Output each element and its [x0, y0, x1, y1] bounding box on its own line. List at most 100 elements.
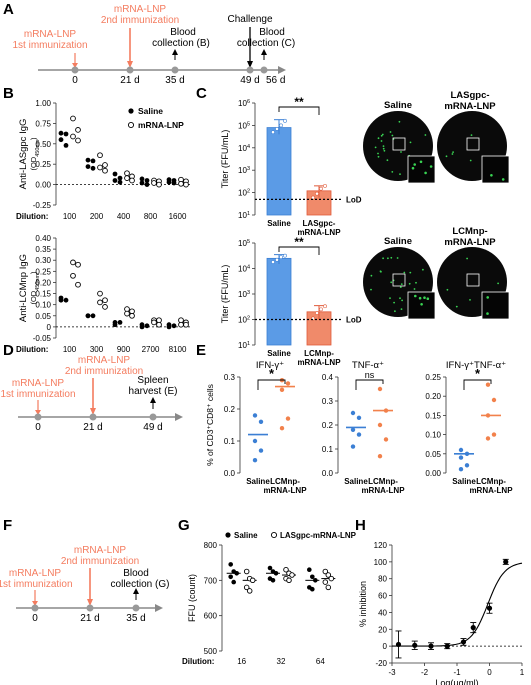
E1-point: [279, 426, 285, 431]
C-bot-category-label: LCMnp-: [304, 349, 334, 358]
B-top-dilution-label: Dilution:: [16, 212, 48, 221]
B-bot-point-mrnalnp: [97, 290, 103, 297]
micro-focus: [394, 310, 396, 313]
micro-focus: [382, 147, 385, 150]
timeline-f-first-imm-1: mRNA-LNP: [9, 568, 62, 579]
B-bot-point-saline: [58, 297, 64, 303]
G-point: [228, 574, 233, 580]
B-top-y-tick-label: -0.25: [33, 201, 52, 210]
C-top-point: [271, 130, 275, 135]
micro-focus: [400, 151, 402, 153]
H-y-tick-label: 0: [383, 642, 388, 651]
micro-bot-right-label-2: mRNA-LNP: [444, 237, 496, 248]
B-top-legend-marker-lnp: [127, 121, 135, 129]
timeline-a: 0 21 d 35 d 49 d 56 d mRNA-LNP 1st immun…: [12, 4, 295, 86]
micro-inset: [481, 291, 510, 320]
timeline-f-second-imm-1: mRNA-LNP: [74, 545, 127, 556]
C-top-point: [283, 118, 287, 123]
timeline-d-tick-0: 0: [35, 422, 41, 433]
B-top-ylabel: Anti-LASgpc IgG: [18, 119, 29, 190]
C-top-point: [319, 186, 323, 191]
B-bot-category-label: 2700: [142, 345, 160, 354]
H-x-tick-label: -1: [453, 668, 461, 677]
C-bot-point: [283, 253, 287, 258]
B-top-point-saline: [112, 178, 118, 183]
B-top-point-mrnalnp: [70, 115, 76, 122]
micro-focus: [401, 299, 403, 302]
micro-focus: [393, 301, 395, 304]
micro-focus: [445, 155, 448, 158]
micro-top-right-label-2: mRNA-LNP: [444, 101, 496, 112]
E3-point: [458, 467, 464, 472]
E1-point: [279, 387, 285, 392]
C-top-y-tick-label: 105: [238, 121, 250, 130]
E2-point: [377, 422, 383, 428]
timeline-a-blood-c-2: collection (C): [237, 38, 295, 49]
B-bot-point-saline: [171, 323, 177, 329]
E3-point: [491, 432, 497, 437]
chart-C-top: 101 102 103 104 105 106 Titer (FFU/mL) Saline LA…: [220, 95, 362, 237]
C-bot-ylabel: Titer (FFU/mL): [220, 265, 230, 324]
E1-ylabel: % of CD3⁺CD8⁺ cells: [205, 384, 215, 466]
C-bot-y-tick-label: 102: [238, 316, 250, 325]
micro-top-left-label: Saline: [384, 100, 412, 111]
C-bot-point: [323, 304, 327, 309]
panel-letter-a: A: [3, 1, 14, 18]
C-bot-y-tick-label: 103: [238, 290, 250, 299]
B-bot-point-saline: [63, 297, 69, 303]
B-bot-point-saline: [139, 324, 145, 330]
micro-focus: [413, 288, 416, 290]
micro-focus: [466, 257, 468, 260]
B-bot-point-mrnalnp: [75, 261, 81, 268]
timeline-a-blood-b-2: collection (B): [152, 38, 210, 49]
timeline-f-tick-2: 35 d: [126, 613, 145, 624]
B-top-point-saline: [85, 164, 91, 170]
chart-B-bot: 0.40 0.35 0.30 0.25 0.20 0.15 0.10 0.05 0 -0.05 An…: [16, 234, 191, 354]
H-point: [503, 559, 509, 565]
B-top-point-saline: [90, 165, 96, 171]
micro-focus: [446, 288, 449, 291]
micro-focus: [409, 141, 412, 144]
G-category-label: 64: [316, 657, 325, 666]
C-top-point: [315, 191, 319, 196]
B-bot-category-label: 8100: [169, 345, 187, 354]
micro-focus: [409, 271, 412, 274]
timeline-f: 0 21 d 35 d mRNA-LNP 1st immunization mR…: [0, 545, 169, 624]
E1-point: [252, 458, 258, 463]
C-bot-bar: [266, 257, 292, 346]
micro-focus: [452, 151, 454, 154]
G-point: [310, 586, 315, 592]
E2-y-tick-label: 0.2: [322, 421, 334, 430]
micro-focus: [469, 299, 471, 301]
timeline-a-first-imm-1: mRNA-LNP: [24, 29, 77, 40]
B-top-point-mrnalnp: [97, 152, 103, 159]
micro-top-right-label-1: LASgpc-: [450, 90, 489, 101]
timeline-a-tick-0: 0: [72, 75, 78, 86]
B-top-point-mrnalnp: [151, 180, 157, 186]
timeline-d-harvest-1: Spleen: [137, 375, 168, 386]
micro-roi-box: [392, 137, 406, 151]
H-y-tick-label: 80: [378, 575, 387, 584]
B-bot-point-saline: [112, 322, 118, 328]
micro-focus: [381, 133, 384, 136]
E1-sig-bracket: [257, 379, 286, 390]
B-top-point-saline: [139, 176, 145, 182]
C-top-sig-label: **: [294, 95, 304, 109]
E2-sig-bracket: [355, 379, 384, 390]
micro-focus: [424, 134, 427, 136]
micro-inset-focus: [423, 296, 426, 300]
H-y-tick-label: 120: [374, 541, 388, 550]
B-bot-point-mrnalnp: [151, 319, 157, 326]
C-bot-y-tick-label: 105: [238, 239, 250, 248]
E3-point: [464, 463, 470, 468]
E3-point: [458, 455, 464, 460]
micro-focus: [396, 257, 399, 259]
micro-focus: [380, 140, 383, 142]
E3-y-tick-label: 0.15: [425, 411, 441, 420]
B-bot-point-saline: [85, 313, 91, 319]
E2-title: TNF-α⁺: [352, 360, 384, 371]
C-bot-point: [279, 255, 283, 259]
G-y-tick-label: 800: [204, 541, 218, 550]
B-top-category-label: 1600: [169, 212, 187, 221]
